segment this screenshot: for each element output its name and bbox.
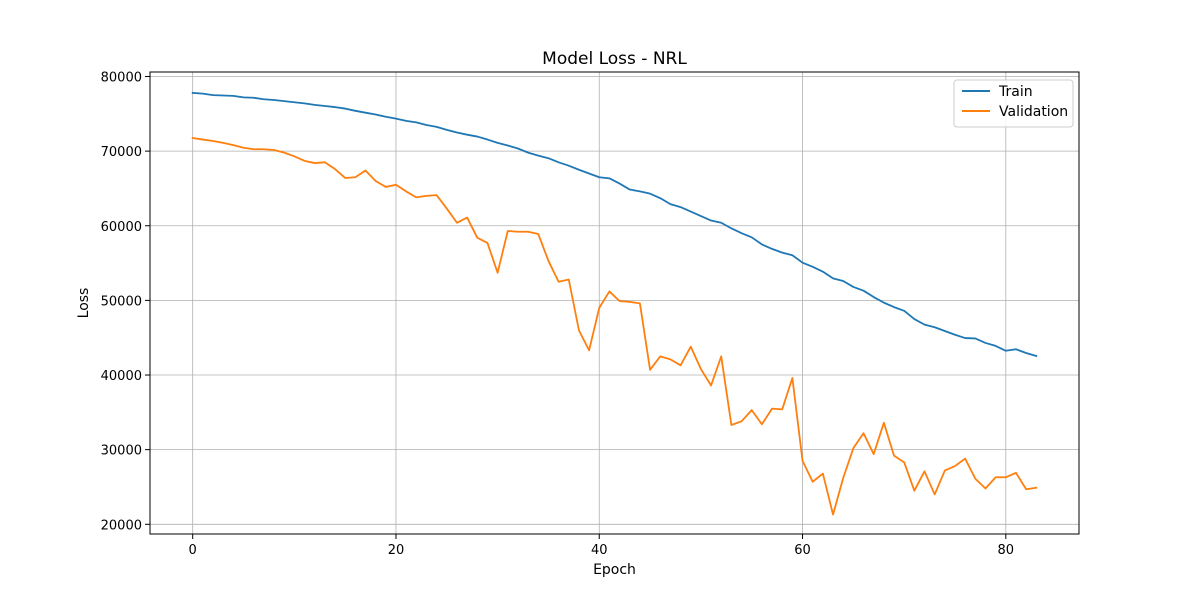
grid-lines — [150, 72, 1079, 534]
series-layer — [191, 91, 1038, 516]
y-tick-label: 40000 — [101, 369, 142, 384]
x-tick-label: 20 — [388, 543, 405, 558]
chart-title: Model Loss - NRL — [542, 49, 687, 69]
legend: Train Validation — [953, 79, 1074, 128]
y-axis-label: Loss — [76, 288, 92, 319]
y-tick-label: 80000 — [101, 70, 142, 85]
y-tick-label: 50000 — [101, 294, 142, 309]
x-tick-label: 40 — [591, 543, 608, 558]
y-tick-label: 20000 — [101, 518, 142, 533]
x-tick-label: 0 — [189, 543, 197, 558]
y-tick-label: 60000 — [101, 220, 142, 235]
x-axis-label: Epoch — [593, 562, 636, 578]
y-tick-label: 30000 — [101, 444, 142, 459]
x-tick-label: 60 — [794, 543, 811, 558]
plot-frame — [149, 71, 1080, 535]
legend-label-train: Train — [998, 84, 1033, 100]
series-line-validation — [191, 137, 1038, 516]
series-line-train — [191, 91, 1038, 358]
axis-ticks: 0 20 40 60 80 20000 30000 40000 50000 60000 70000 8… — [101, 70, 1014, 558]
y-tick-label: 70000 — [101, 145, 142, 160]
legend-label-validation: Validation — [999, 104, 1068, 120]
x-tick-label: 80 — [998, 543, 1015, 558]
